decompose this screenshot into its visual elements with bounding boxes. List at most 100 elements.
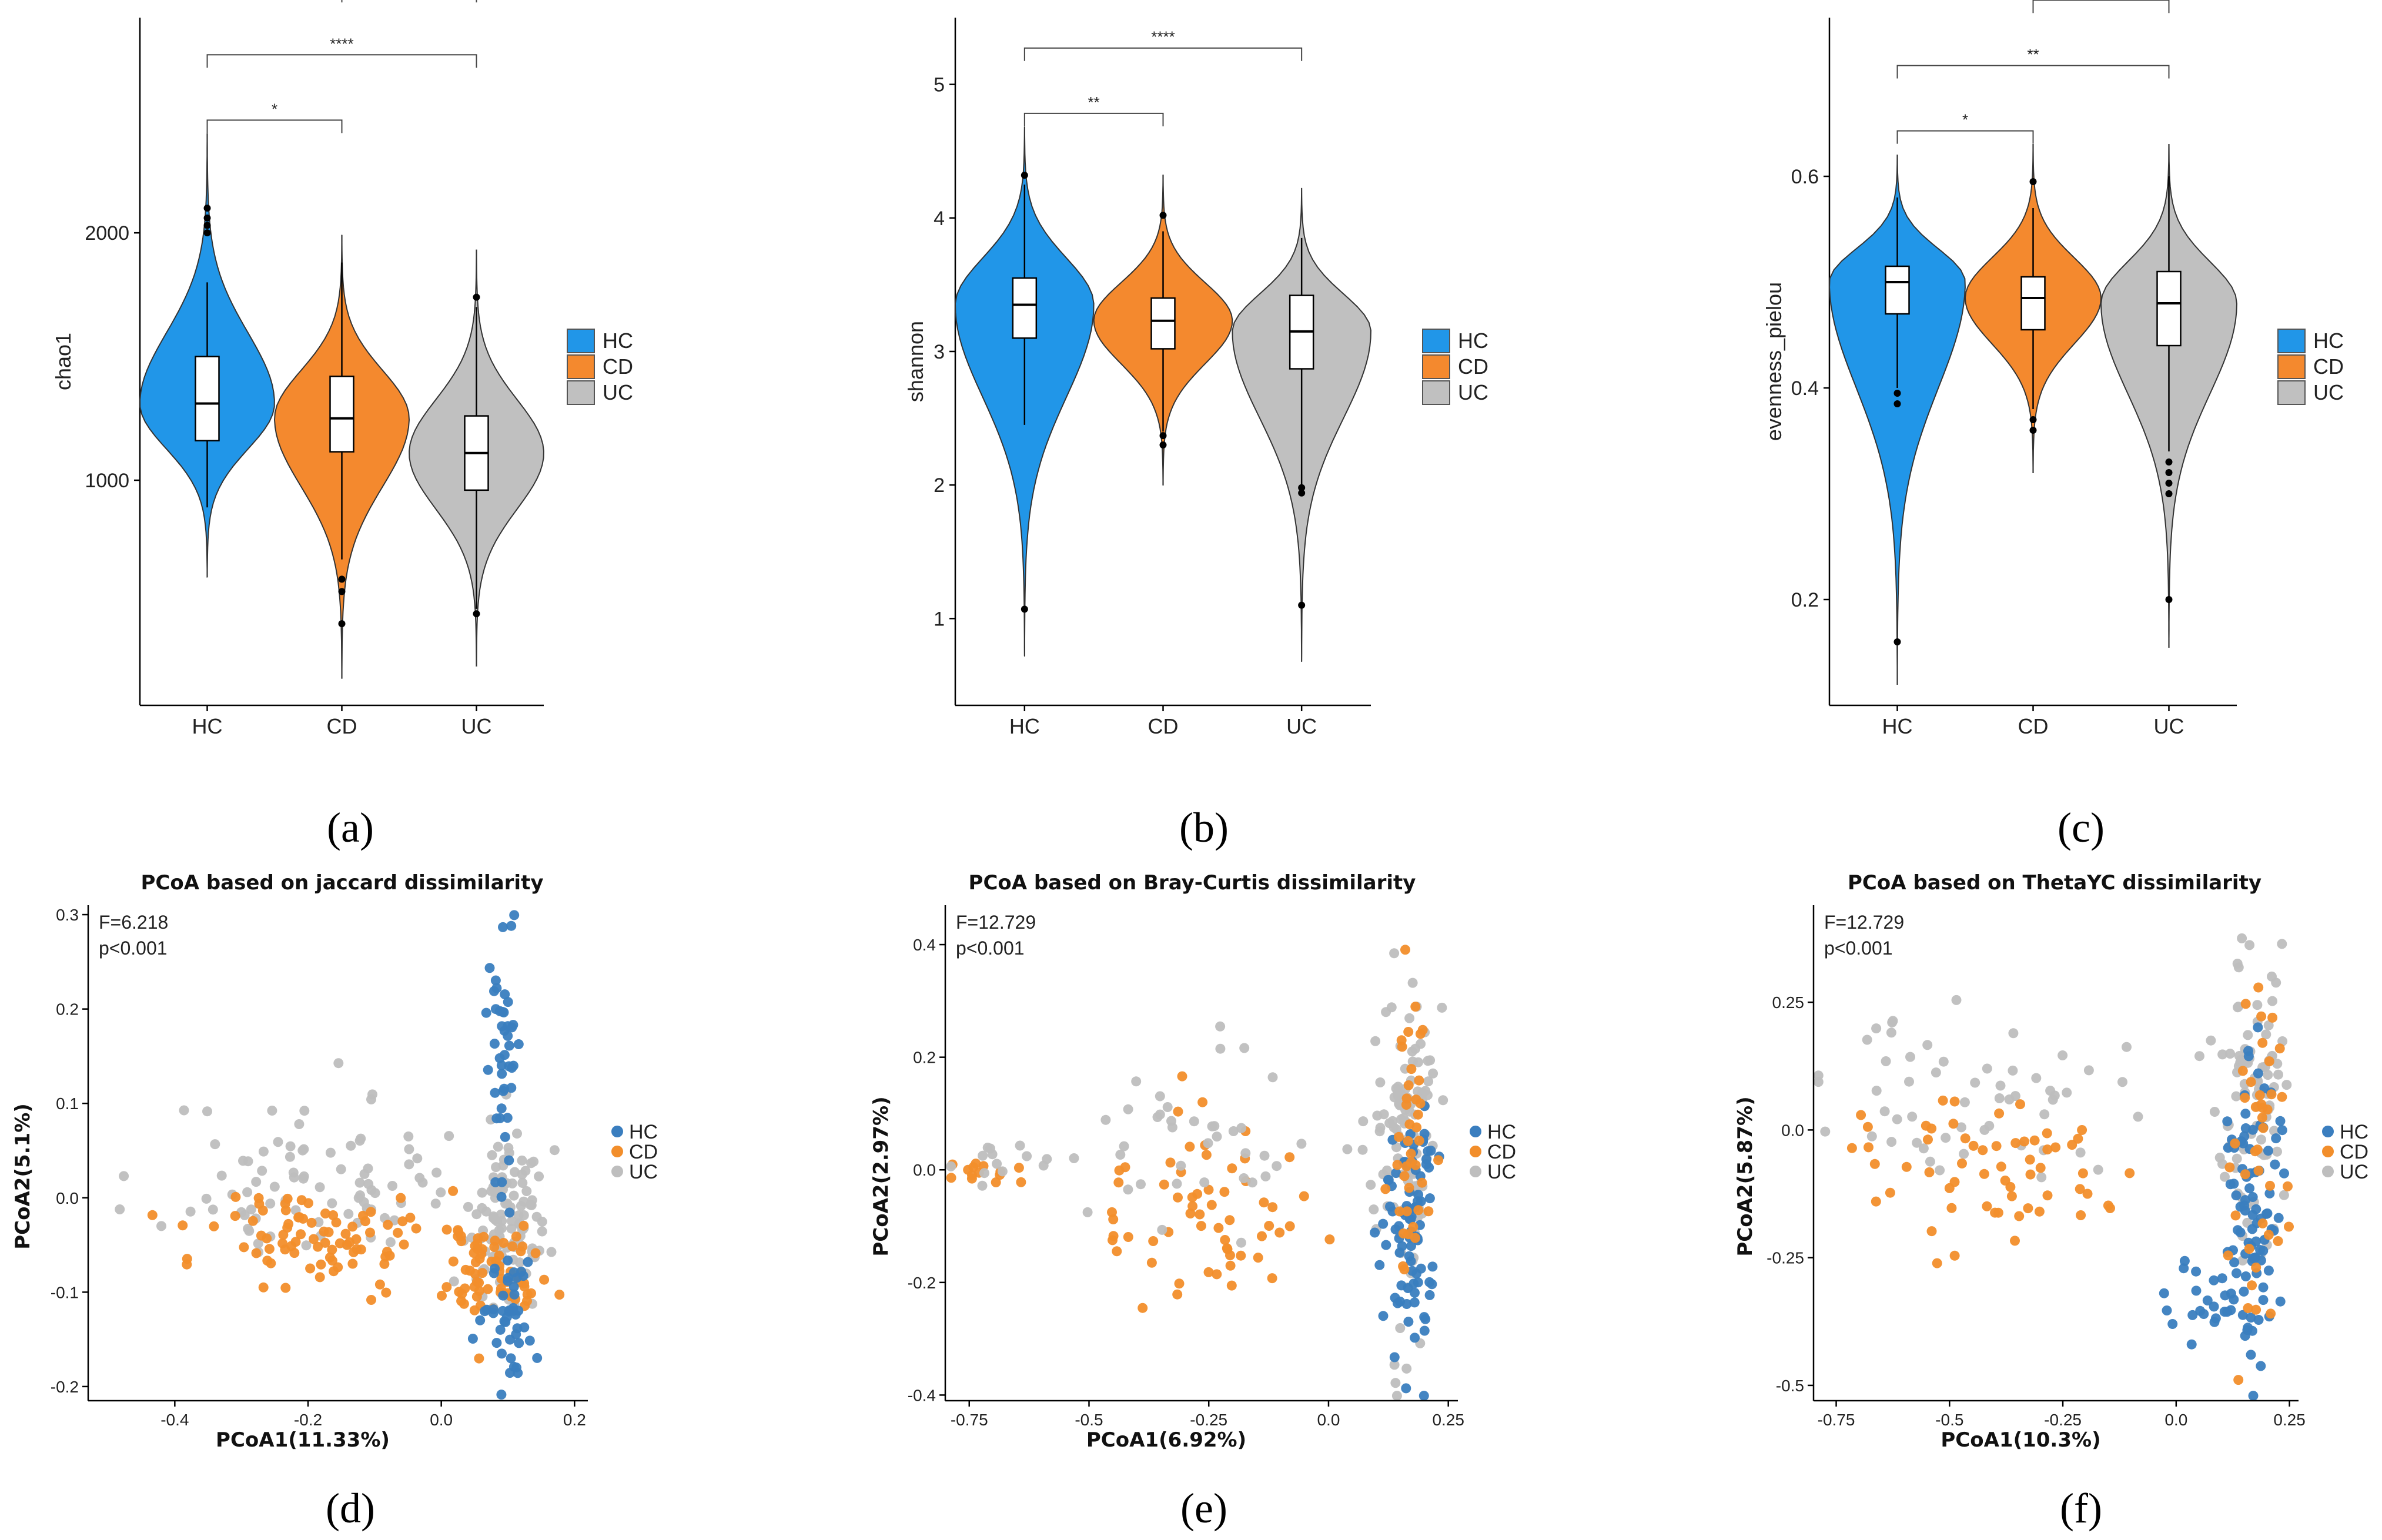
legend-label-hc: HC xyxy=(1487,1121,1516,1143)
scatter-point-cd xyxy=(1257,1231,1267,1241)
scatter-point-cd xyxy=(2029,1135,2040,1146)
scatter-point-uc xyxy=(343,1208,354,1219)
y-tick-label: -0.1 xyxy=(51,1283,79,1301)
scatter-point-cd xyxy=(1267,1273,1277,1284)
scatter-point-hc xyxy=(508,1020,518,1030)
x-tick-label: -0.5 xyxy=(1075,1411,1103,1429)
scatter-point-hc xyxy=(2191,1285,2202,1296)
y-tick-label: 0.3 xyxy=(56,906,79,924)
outlier-point xyxy=(2165,490,2173,497)
scatter-point-cd xyxy=(1192,1189,1203,1199)
x-axis-label: PCoA1(10.3%) xyxy=(1941,1428,2100,1452)
scatter-point-uc xyxy=(1918,1143,1929,1154)
scatter-point-uc xyxy=(2267,971,2277,982)
scatter-point-hc xyxy=(503,1255,513,1266)
scatter-point-cd xyxy=(1404,1183,1414,1193)
scatter-point-uc xyxy=(2039,1109,2050,1120)
legend-label-cd: CD xyxy=(1487,1141,1516,1163)
scatter-point-cd xyxy=(2251,1304,2261,1315)
significance-bracket xyxy=(1896,65,2170,79)
scatter-point-uc xyxy=(327,1198,337,1208)
scatter-point-cd xyxy=(1108,1231,1119,1241)
scatter-point-cd xyxy=(1406,1064,1417,1074)
scatter-point-uc xyxy=(294,1119,305,1129)
scatter-point-uc xyxy=(1123,1104,1133,1114)
scatter-point-uc xyxy=(537,1226,547,1237)
scatter-point-cd xyxy=(1123,1232,1133,1242)
outlier-point xyxy=(1298,484,1306,491)
scatter-point-uc xyxy=(385,1237,396,1247)
scatter-point-cd xyxy=(1201,1150,1212,1160)
scatter-point-uc xyxy=(517,1155,527,1166)
outlier-point xyxy=(338,575,346,583)
scatter-point-uc xyxy=(412,1153,423,1164)
scatter-point-cd xyxy=(230,1211,240,1221)
scatter-point-cd xyxy=(2256,1099,2267,1110)
scatter-point-cd xyxy=(2025,1169,2036,1180)
scatter-point-uc xyxy=(1389,1360,1400,1370)
scatter-point-hc xyxy=(500,1131,510,1142)
scatter-point-uc xyxy=(119,1171,129,1181)
scatter-point-hc xyxy=(500,989,510,1000)
scatter-point-hc xyxy=(2162,1305,2172,1315)
scatter-point-uc xyxy=(1082,1207,1093,1217)
scatter-point-cd xyxy=(1401,1093,1412,1104)
scatter-point-cd xyxy=(1213,1223,1224,1233)
scatter-point-uc xyxy=(1982,1063,1992,1074)
scatter-point-uc xyxy=(992,1159,1002,1169)
scatter-point-uc xyxy=(2031,1073,2042,1083)
scatter-point-hc xyxy=(2243,1323,2253,1333)
significance-bracket xyxy=(341,0,477,3)
scatter-point-uc xyxy=(1866,1131,1877,1141)
scatter-point-hc xyxy=(2251,1236,2261,1247)
x-tick-label: UC xyxy=(2154,714,2184,738)
legend-swatch-hc xyxy=(1422,329,1450,353)
y-tick-label: -0.2 xyxy=(908,1274,936,1292)
scatter-point-uc xyxy=(1239,1173,1249,1183)
scatter-point-hc xyxy=(2271,1133,2281,1144)
scatter-point-cd xyxy=(1392,1160,1403,1170)
scatter-point-uc xyxy=(1212,1131,1222,1142)
scatter-point-cd xyxy=(1203,1267,1214,1277)
scatter-point-cd xyxy=(2237,1066,2248,1076)
scatter-point-cd xyxy=(1932,1258,1942,1268)
scatter-point-uc xyxy=(1119,1141,1129,1151)
scatter-point-uc xyxy=(1386,1002,1397,1013)
scatter-point-hc xyxy=(499,1316,510,1327)
scatter-point-cd xyxy=(2230,1210,2241,1221)
scatter-point-uc xyxy=(488,1213,499,1223)
scatter-point-cd xyxy=(2254,1090,2265,1100)
significance-bracket xyxy=(2032,0,2170,14)
scatter-point-uc xyxy=(333,1058,344,1069)
scatter-point-cd xyxy=(2014,1211,2025,1221)
scatter-point-uc xyxy=(508,1190,519,1201)
scatter-point-cd xyxy=(2006,1191,2017,1201)
scatter-point-cd xyxy=(1846,1143,1857,1153)
scatter-point-hc xyxy=(2247,1224,2257,1234)
scatter-point-cd xyxy=(1410,1160,1421,1170)
scatter-point-uc xyxy=(1207,1121,1217,1131)
scatter-point-uc xyxy=(1956,1122,1966,1133)
scatter-point-cd xyxy=(1206,1200,1217,1210)
stat-p-value: p<0.001 xyxy=(99,938,168,959)
y-tick-label: 2 xyxy=(934,474,945,497)
box-cd xyxy=(329,376,354,453)
scatter-point-cd xyxy=(437,1290,447,1301)
scatter-point-uc xyxy=(2277,939,2287,949)
legend-swatch-uc xyxy=(2277,380,2306,405)
scatter-point-uc xyxy=(978,1150,988,1161)
scatter-point-uc xyxy=(1905,1052,1915,1062)
scatter-point-uc xyxy=(354,1136,365,1146)
scatter-point-uc xyxy=(1115,1150,1126,1160)
scatter-point-cd xyxy=(2256,1011,2267,1022)
scatter-point-cd xyxy=(1408,1221,1419,1232)
scatter-point-uc xyxy=(436,1187,446,1198)
scatter-point-cd xyxy=(393,1227,403,1238)
y-tick-label: -0.4 xyxy=(908,1386,936,1404)
scatter-point-cd xyxy=(2082,1189,2093,1199)
box-hc xyxy=(1012,277,1038,339)
scatter-point-cd xyxy=(1924,1167,1935,1177)
y-axis-label: PCoA2(2.97%) xyxy=(869,1096,893,1256)
scatter-point-uc xyxy=(1370,1036,1381,1046)
scatter-point-hc xyxy=(2264,1188,2275,1198)
